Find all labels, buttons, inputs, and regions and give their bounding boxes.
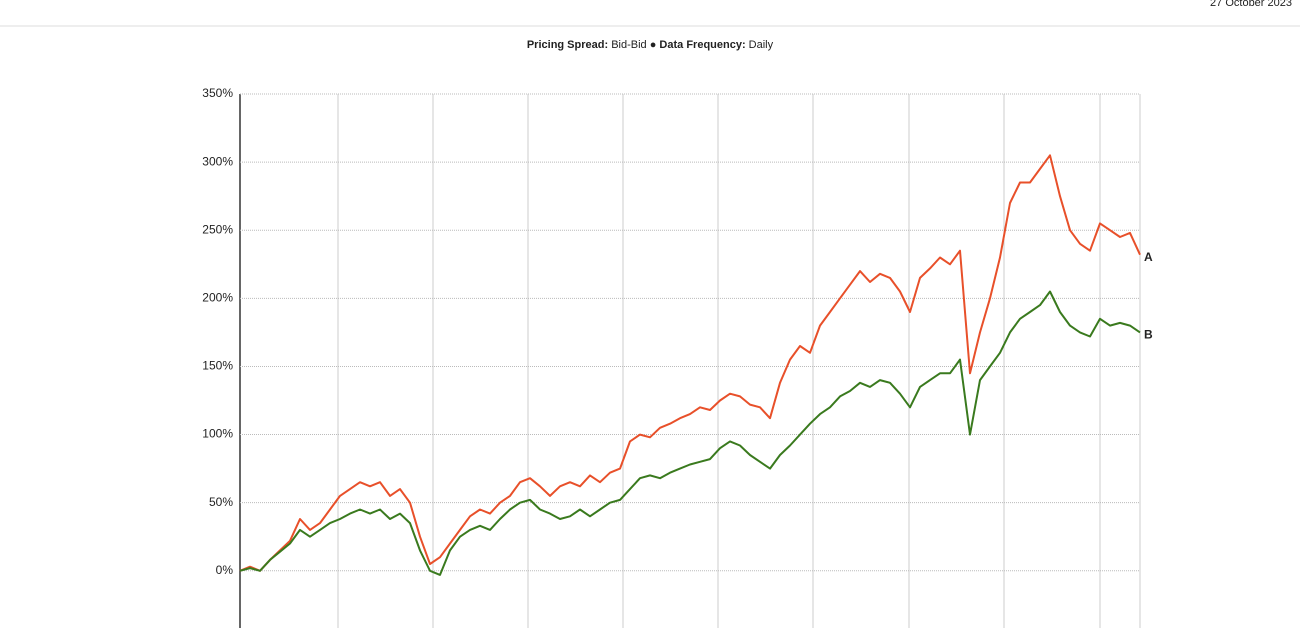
y-tick-label: 150% (202, 359, 233, 373)
series-line (239, 154, 1141, 572)
y-tick-label: 300% (202, 154, 233, 168)
chart-subtitle: Pricing Spread: Bid-Bid ● Data Frequency… (527, 39, 774, 51)
y-tick-label: 200% (202, 291, 233, 305)
subtitle-part: Bid-Bid ● (608, 39, 659, 51)
series-end-label: A (1144, 250, 1153, 264)
report-date: 27 October 2023 (1210, 0, 1292, 9)
subtitle-part: Data Frequency: (659, 39, 745, 51)
vertical-grid (337, 94, 1141, 628)
series-end-label: B (1144, 328, 1153, 342)
y-tick-label: 350% (202, 86, 233, 100)
series-line (239, 290, 1141, 576)
y-tick-label: 100% (202, 427, 233, 441)
y-tick-label: 0% (216, 563, 234, 577)
subtitle-part: Daily (746, 39, 774, 51)
y-tick-label: 250% (202, 222, 233, 236)
subtitle-part: Pricing Spread: (527, 39, 608, 51)
y-tick-label: 50% (209, 495, 233, 509)
